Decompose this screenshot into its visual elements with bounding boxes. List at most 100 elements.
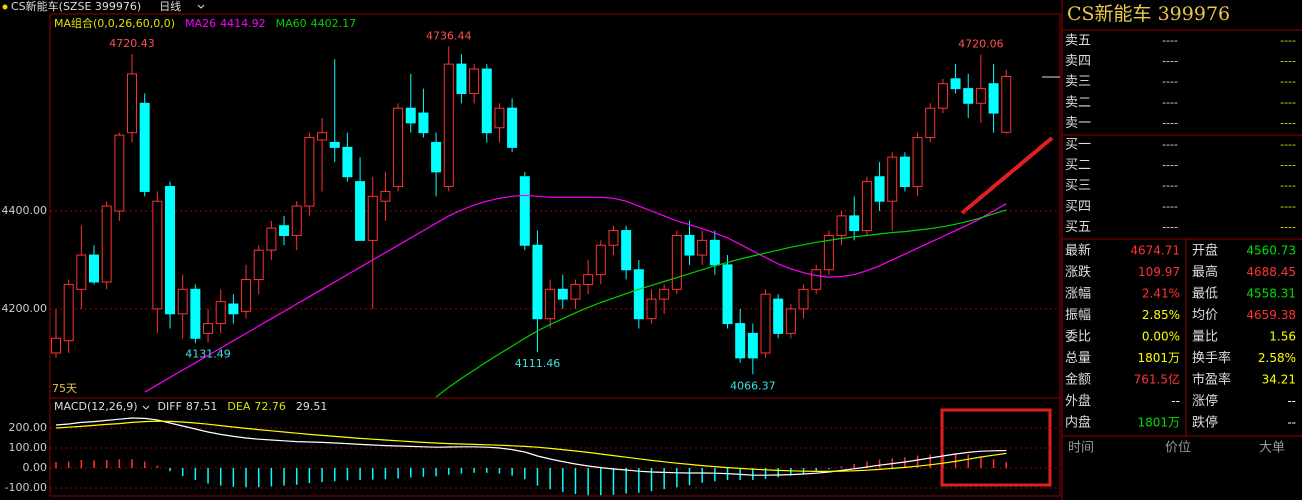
stat-value: 4558.31: [1246, 287, 1296, 301]
ma-line: [435, 209, 1007, 398]
tab-header: 时间: [1068, 441, 1094, 456]
y-tick-label: 4400.00: [2, 204, 48, 217]
candle-body: [519, 176, 530, 246]
book-price: ----: [1162, 55, 1178, 68]
candle-body: [950, 78, 961, 90]
candle-body: [139, 102, 150, 192]
stat-value: 1.56: [1269, 330, 1296, 344]
book-volume: ----: [1280, 179, 1296, 192]
candle-body: [975, 88, 986, 104]
extreme-label: 4111.46: [515, 357, 561, 370]
candle-body: [608, 230, 619, 246]
stat-label: 跌停: [1192, 415, 1218, 431]
candle-body: [1001, 76, 1012, 133]
candle-body: [228, 303, 239, 315]
candle-body: [861, 181, 872, 232]
candle-body: [101, 205, 112, 283]
book-price: ----: [1162, 179, 1178, 192]
candle-body: [405, 107, 416, 124]
legend-text: DEA: [227, 400, 250, 413]
candle-body: [190, 288, 201, 339]
candle-body: [671, 234, 682, 290]
stat-value: 109.97: [1138, 265, 1180, 279]
stat-label: 委比: [1065, 330, 1091, 345]
y-tick-label: 200.00: [9, 421, 48, 434]
candle-body: [963, 88, 974, 104]
book-price: ----: [1162, 200, 1178, 213]
legend-text: 日线: [159, 0, 181, 13]
book-label: 买一: [1065, 138, 1091, 153]
candle-body: [152, 200, 163, 310]
legend-text: 4414.92: [220, 17, 266, 30]
stat-value: --: [1287, 394, 1296, 408]
book-volume: ----: [1280, 159, 1296, 172]
candle-body: [355, 181, 366, 241]
candle-body: [912, 137, 923, 188]
candle-body: [494, 107, 505, 129]
book-label: 卖五: [1065, 34, 1091, 49]
book-volume: ----: [1280, 75, 1296, 88]
candle-body: [773, 298, 784, 334]
candle-body: [811, 269, 822, 290]
stat-label: 涨幅: [1065, 287, 1091, 302]
candle-body: [545, 288, 556, 320]
candle-body: [393, 107, 404, 188]
annotation-arrow: [960, 136, 1054, 215]
stat-label: 开盘: [1192, 243, 1218, 259]
candle-body: [659, 288, 670, 300]
book-price: ----: [1162, 220, 1178, 233]
legend-text: 87.51: [186, 400, 218, 413]
candle-body: [697, 239, 708, 256]
stat-value: --: [1171, 394, 1180, 408]
candle-body: [709, 239, 720, 266]
legend-text: 4402.17: [311, 17, 357, 30]
book-volume: ----: [1280, 96, 1296, 109]
legend-text: 72.76: [254, 400, 286, 413]
legend-text: DIFF: [158, 400, 182, 413]
tab-header: 大单: [1259, 441, 1285, 456]
stat-label: 最新: [1065, 243, 1091, 259]
candle-body: [203, 323, 214, 334]
stat-value: 34.21: [1262, 373, 1296, 387]
span-label: 75天: [52, 382, 77, 395]
book-price: ----: [1162, 159, 1178, 172]
stat-label: 均价: [1192, 308, 1218, 323]
candle-body: [456, 63, 467, 95]
candle-body: [735, 323, 746, 359]
book-volume: ----: [1280, 138, 1296, 151]
candle-body: [241, 279, 252, 312]
y-tick-label: 0.00: [23, 461, 48, 474]
candle-body: [469, 68, 480, 95]
stat-label: 金额: [1065, 372, 1091, 388]
legend-text: 29.51: [296, 400, 328, 413]
candle-body: [507, 107, 518, 148]
book-price: ----: [1162, 138, 1178, 151]
candle-body: [798, 288, 809, 310]
book-price: ----: [1162, 116, 1178, 129]
stat-label: 换手率: [1192, 350, 1231, 366]
stat-label: 涨停: [1192, 393, 1218, 409]
candle-body: [127, 73, 138, 134]
candle-body: [51, 337, 61, 354]
candle-body: [380, 190, 391, 202]
stat-value: 0.00%: [1142, 330, 1180, 344]
dea-line: [55, 420, 1007, 472]
candle-body: [481, 68, 492, 134]
stat-label: 量比: [1192, 330, 1218, 345]
book-label: 卖三: [1065, 75, 1091, 90]
tab-header: 价位: [1165, 441, 1191, 456]
book-volume: ----: [1280, 34, 1296, 47]
legend-text: MA60: [276, 17, 307, 30]
candle-body: [76, 254, 87, 290]
stat-value: --: [1287, 416, 1296, 430]
stat-label: 振幅: [1065, 308, 1091, 323]
candle-body: [532, 244, 543, 320]
stat-label: 外盘: [1065, 393, 1091, 409]
extreme-label: 4066.37: [730, 379, 776, 392]
candle-body: [633, 269, 644, 320]
stat-value: 1801万: [1137, 416, 1180, 430]
candle-body: [570, 283, 581, 300]
candle-body: [279, 225, 290, 236]
